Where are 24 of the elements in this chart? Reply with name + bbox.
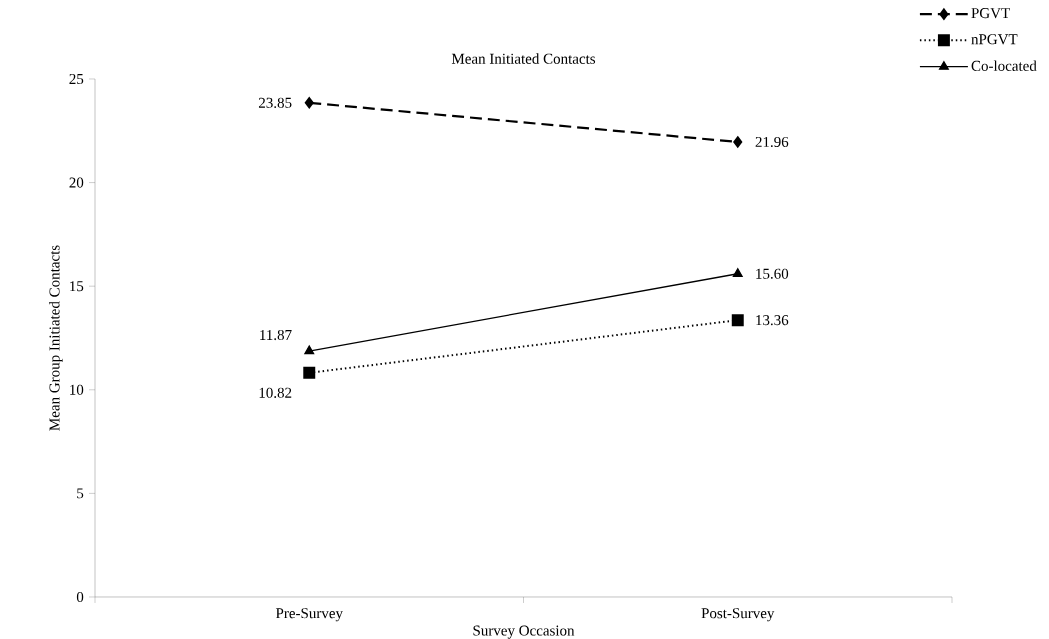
data-label: 21.96 — [755, 136, 789, 148]
chart-title: Mean Initiated Contacts — [451, 53, 596, 64]
legend-label: nPGVT — [971, 34, 1018, 45]
x-tick-label: Pre-Survey — [275, 608, 343, 622]
data-label: 13.36 — [756, 315, 789, 326]
data-label: 15.60 — [756, 268, 789, 279]
x-axis-title: Survey Occasion — [473, 625, 575, 639]
y-tick-label: 15 — [70, 281, 84, 292]
data-label: 11.87 — [260, 329, 292, 341]
data-label: 10.82 — [259, 387, 292, 398]
y-tick-label: 5 — [77, 488, 84, 499]
legend-label: Co-located — [971, 60, 1037, 71]
x-tick-label: Post-Survey — [701, 608, 775, 622]
y-tick-label: 20 — [69, 177, 84, 188]
y-tick-label: 25 — [69, 73, 84, 85]
point — [733, 136, 743, 148]
point — [303, 366, 316, 379]
y-tick-label: 0 — [76, 591, 84, 603]
point — [731, 314, 744, 327]
legend-label: PGVT — [971, 8, 1010, 19]
y-tick-label: 10 — [70, 384, 84, 395]
data-label: 23.85 — [258, 97, 292, 108]
y-axis-title: Mean Group Initiated Contacts — [49, 245, 63, 431]
point — [304, 97, 314, 109]
